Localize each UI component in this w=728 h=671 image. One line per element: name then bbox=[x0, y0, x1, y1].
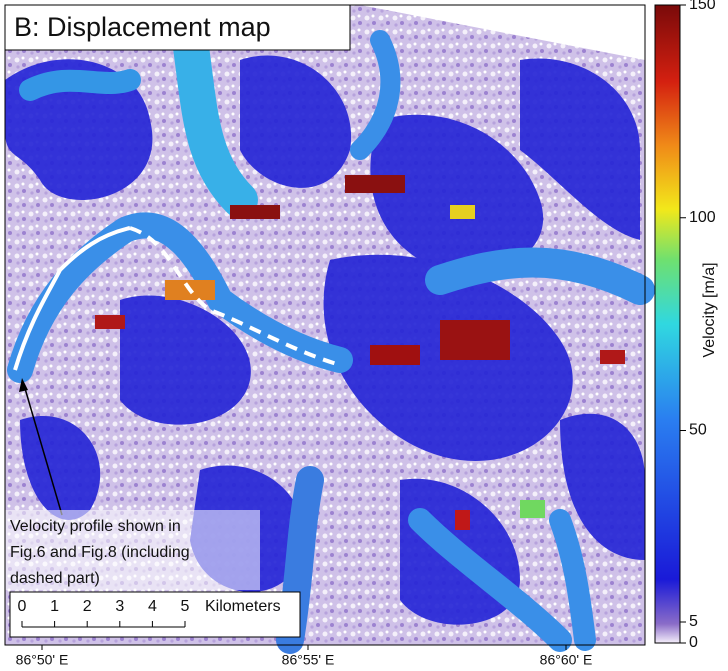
colorbar bbox=[655, 5, 680, 643]
scale-bar-unit: Kilometers bbox=[205, 598, 281, 615]
scale-bar-label: 5 bbox=[181, 598, 190, 615]
annotation-line: dashed part) bbox=[10, 570, 100, 587]
colorbar-tick-label: 0 bbox=[689, 634, 698, 651]
colorbar-tick-label: 50 bbox=[689, 422, 707, 439]
scale-bar-label: 1 bbox=[50, 598, 59, 615]
scale-bar-label: 3 bbox=[115, 598, 124, 615]
colorbar-tick-label: 100 bbox=[689, 209, 716, 226]
x-label: 86°60' E bbox=[540, 652, 593, 668]
colorbar-tick-label: 150 bbox=[689, 0, 716, 13]
colorbar-label: Velocity [m/a] bbox=[701, 262, 718, 357]
colorbar-tick-label: 5 bbox=[689, 613, 698, 630]
figure: Velocity profile shown in Fig.6 and Fig.8… bbox=[0, 0, 728, 671]
scale-bar-label: 0 bbox=[18, 598, 27, 615]
map-area: Velocity profile shown in Fig.6 and Fig.8… bbox=[5, 5, 645, 645]
x-labels: 86°50' E 86°55' E 86°60' E bbox=[16, 645, 593, 668]
x-label: 86°50' E bbox=[16, 652, 69, 668]
page: Velocity profile shown in Fig.6 and Fig.8… bbox=[0, 0, 728, 671]
x-label: 86°55' E bbox=[282, 652, 335, 668]
annotation-line: Velocity profile shown in bbox=[10, 518, 181, 535]
annotation-line: Fig.6 and Fig.8 (including bbox=[10, 544, 190, 561]
scale-bar-label: 2 bbox=[83, 598, 92, 615]
title: B: Displacement map bbox=[14, 12, 271, 42]
scale-bar-label: 4 bbox=[148, 598, 157, 615]
